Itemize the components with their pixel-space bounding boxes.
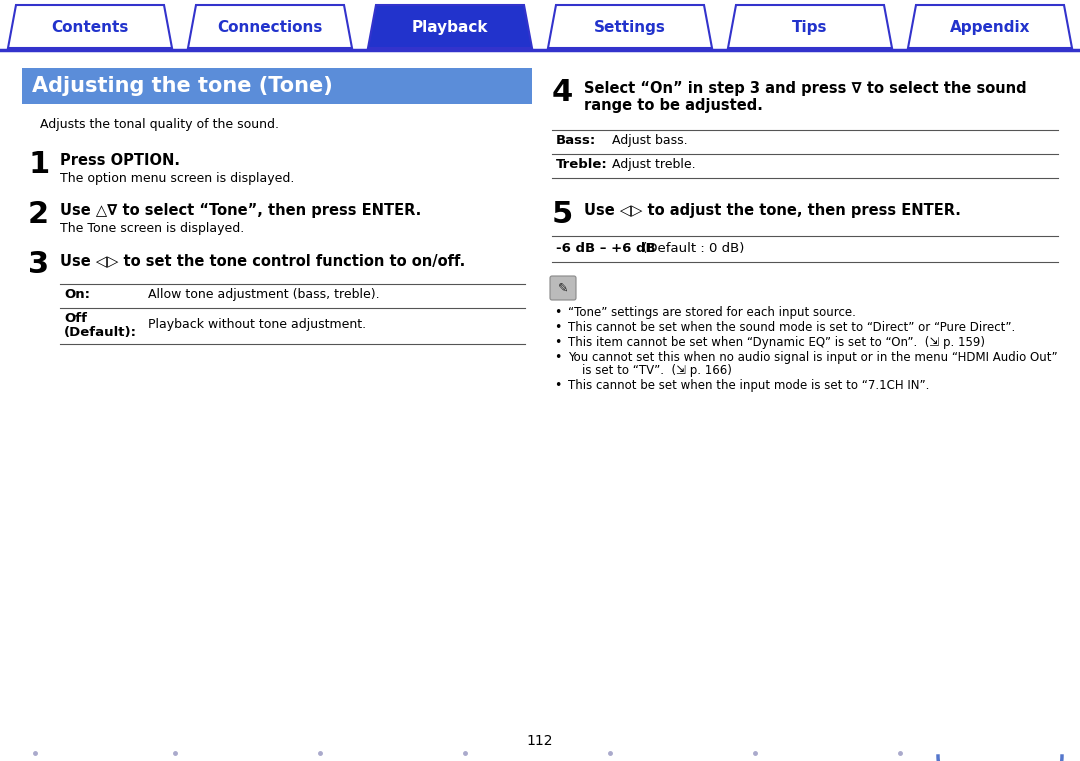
- Text: Bass:: Bass:: [556, 134, 596, 147]
- Text: Allow tone adjustment (bass, treble).: Allow tone adjustment (bass, treble).: [148, 288, 380, 301]
- Text: •: •: [554, 321, 562, 334]
- Text: Press OPTION.: Press OPTION.: [60, 153, 180, 168]
- Polygon shape: [728, 5, 892, 48]
- Text: •: •: [554, 351, 562, 364]
- Text: On:: On:: [64, 288, 90, 301]
- Polygon shape: [8, 5, 172, 48]
- Text: Playback without tone adjustment.: Playback without tone adjustment.: [148, 318, 366, 331]
- Text: ✎: ✎: [557, 282, 568, 295]
- Text: Adjust treble.: Adjust treble.: [612, 158, 696, 171]
- Text: 2: 2: [28, 200, 49, 229]
- Text: The option menu screen is displayed.: The option menu screen is displayed.: [60, 172, 295, 185]
- Text: Treble:: Treble:: [556, 158, 608, 171]
- Text: Tips: Tips: [793, 20, 827, 35]
- Text: Use ◁▷ to set the tone control function to on/off.: Use ◁▷ to set the tone control function …: [60, 253, 465, 268]
- Text: Playback: Playback: [411, 20, 488, 35]
- Text: Contents: Contents: [52, 20, 129, 35]
- Text: 1: 1: [28, 150, 50, 179]
- Text: (Default : 0 dB): (Default : 0 dB): [638, 242, 744, 255]
- Polygon shape: [908, 5, 1072, 48]
- Text: Settings: Settings: [594, 20, 666, 35]
- Text: Adjust bass.: Adjust bass.: [612, 134, 688, 147]
- Text: •: •: [554, 336, 562, 349]
- Text: •: •: [554, 306, 562, 319]
- Text: Appendix: Appendix: [949, 20, 1030, 35]
- Text: 3: 3: [28, 250, 49, 279]
- Text: You cannot set this when no audio signal is input or in the menu “HDMI Audio Out: You cannot set this when no audio signal…: [568, 351, 1057, 364]
- Text: The Tone screen is displayed.: The Tone screen is displayed.: [60, 222, 244, 235]
- Polygon shape: [188, 5, 352, 48]
- Text: Off: Off: [64, 312, 87, 325]
- Text: Adjusting the tone (Tone): Adjusting the tone (Tone): [32, 76, 333, 96]
- Text: •: •: [554, 379, 562, 392]
- Text: This cannot be set when the sound mode is set to “Direct” or “Pure Direct”.: This cannot be set when the sound mode i…: [568, 321, 1015, 334]
- Text: (Default):: (Default):: [64, 326, 137, 339]
- Polygon shape: [548, 5, 712, 48]
- FancyBboxPatch shape: [22, 68, 532, 104]
- Text: 4: 4: [552, 78, 573, 107]
- Text: “Tone” settings are stored for each input source.: “Tone” settings are stored for each inpu…: [568, 306, 855, 319]
- Text: Use ◁▷ to adjust the tone, then press ENTER.: Use ◁▷ to adjust the tone, then press EN…: [584, 203, 961, 218]
- Text: Use △∇ to select “Tone”, then press ENTER.: Use △∇ to select “Tone”, then press ENTE…: [60, 203, 421, 218]
- Text: This cannot be set when the input mode is set to “7.1CH IN”.: This cannot be set when the input mode i…: [568, 379, 930, 392]
- Text: Select “On” in step 3 and press ∇ to select the sound: Select “On” in step 3 and press ∇ to sel…: [584, 81, 1027, 96]
- Text: range to be adjusted.: range to be adjusted.: [584, 98, 762, 113]
- Text: -6 dB – +6 dB: -6 dB – +6 dB: [556, 242, 656, 255]
- Text: 5: 5: [552, 200, 573, 229]
- FancyBboxPatch shape: [550, 276, 576, 300]
- Polygon shape: [368, 5, 532, 48]
- Text: 112: 112: [527, 734, 553, 748]
- Text: This item cannot be set when “Dynamic EQ” is set to “On”.  (⇲ p. 159): This item cannot be set when “Dynamic EQ…: [568, 336, 985, 349]
- Text: Connections: Connections: [217, 20, 323, 35]
- Text: is set to “TV”.  (⇲ p. 166): is set to “TV”. (⇲ p. 166): [582, 364, 732, 377]
- Text: Adjusts the tonal quality of the sound.: Adjusts the tonal quality of the sound.: [40, 118, 279, 131]
